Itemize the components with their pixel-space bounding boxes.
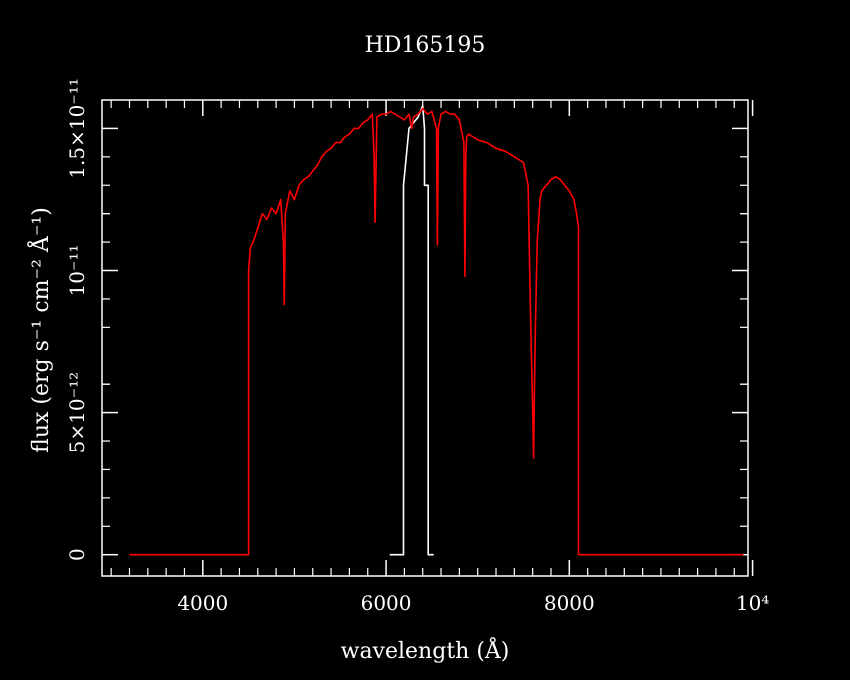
y-tick-label: 10⁻¹¹ [65, 244, 89, 296]
plot-frame [101, 99, 749, 577]
y-tick-label: 1.5×10⁻¹¹ [65, 78, 89, 179]
chart-title: HD165195 [365, 33, 486, 58]
y-axis-ticks: 0 5×10⁻¹² 10⁻¹¹ 1.5×10⁻¹¹ [65, 78, 748, 561]
y-axis-label: flux (erg s⁻¹ cm⁻² Å⁻¹) [26, 207, 54, 453]
x-tick-label: 6000 [361, 591, 412, 615]
series-line-red [129, 107, 744, 556]
x-tick-label: 10⁴ [736, 591, 769, 615]
y-tick-label: 0 [65, 548, 89, 561]
x-axis-label: wavelength (Å) [341, 636, 510, 664]
x-tick-label: 4000 [177, 591, 228, 615]
series-layer [129, 104, 744, 556]
y-tick-label: 5×10⁻¹² [65, 372, 89, 454]
series-line-white [389, 104, 434, 556]
x-tick-label: 8000 [544, 591, 595, 615]
x-axis-ticks: 4000 6000 8000 10⁴ [110, 100, 769, 615]
